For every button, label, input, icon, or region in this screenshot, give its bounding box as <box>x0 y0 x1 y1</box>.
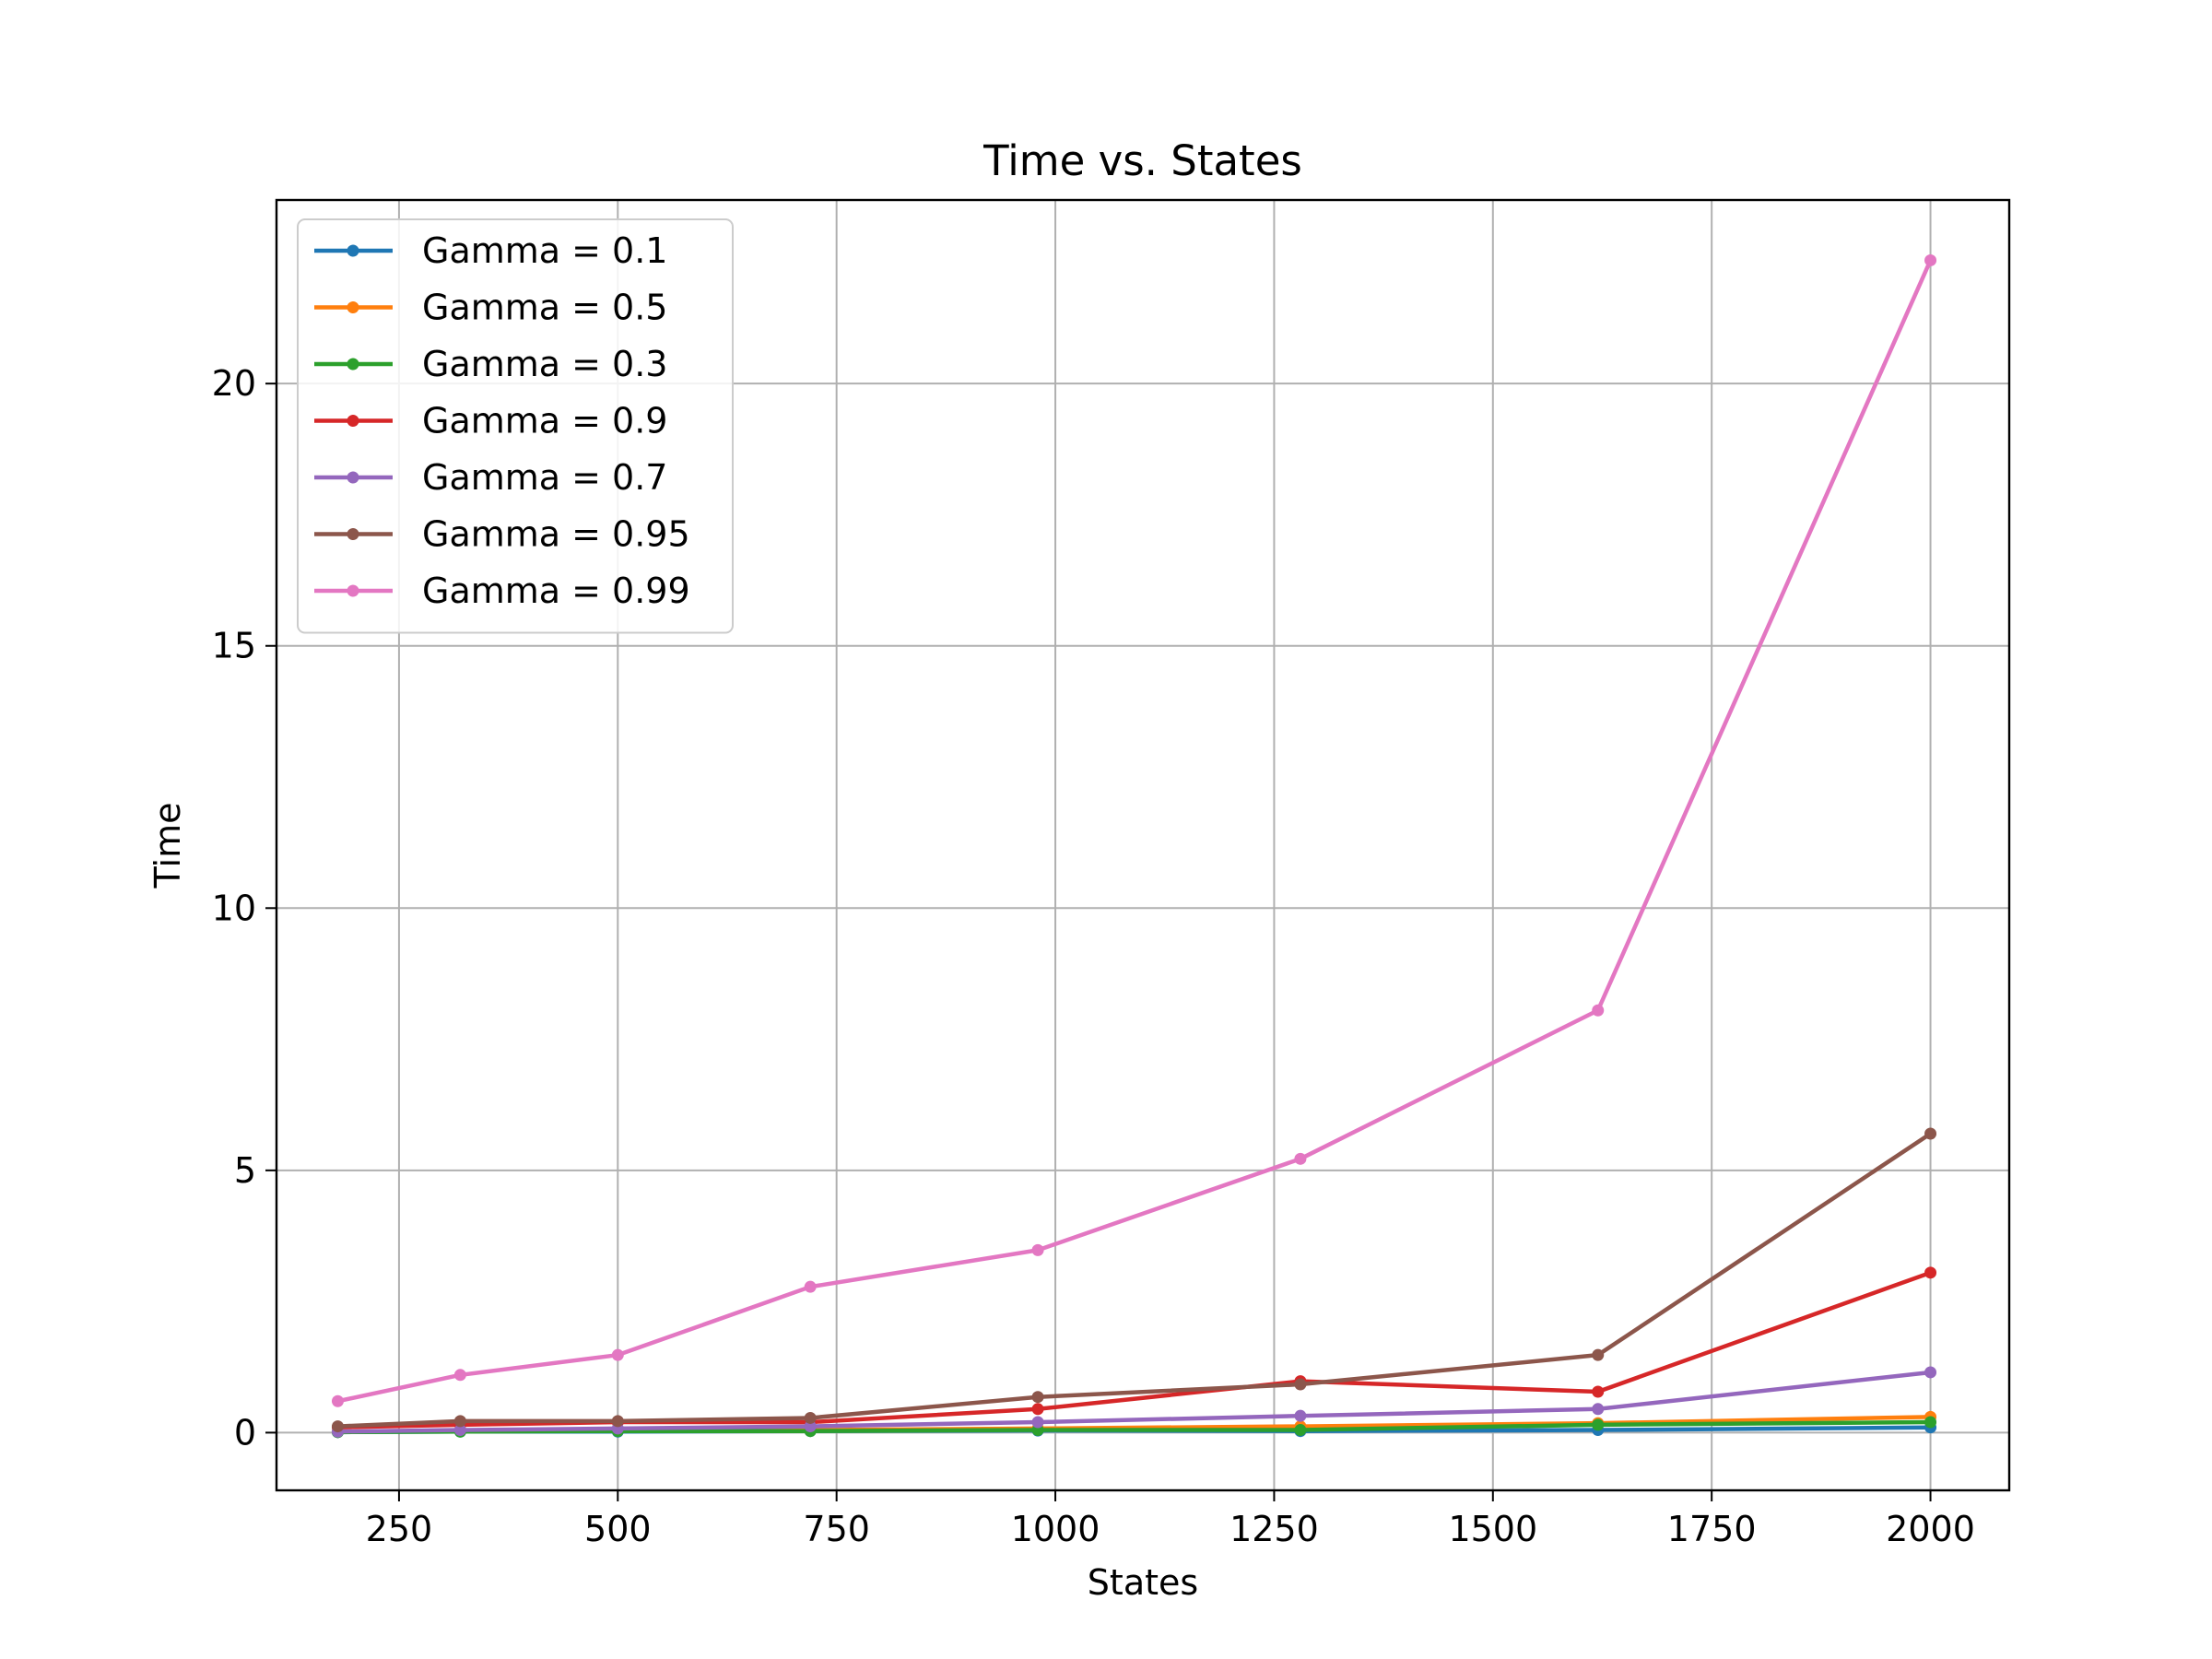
y-tick-label-4: 20 <box>212 363 256 404</box>
data-point-5-2 <box>611 1415 624 1428</box>
x-tick-label-0: 250 <box>366 1509 433 1549</box>
series-line-3 <box>337 1270 1932 1430</box>
data-point-4-4 <box>1031 1416 1044 1429</box>
data-point-2-5 <box>1294 1424 1307 1437</box>
legend-entry-3: Gamma = 0.9 <box>314 401 667 441</box>
legend-entry-1: Gamma = 0.5 <box>314 288 667 328</box>
legend-label-5: Gamma = 0.95 <box>422 514 690 555</box>
data-point-6-1 <box>453 1369 466 1382</box>
series-6 <box>331 253 1937 1407</box>
y-axis-ticks: 0 5 10 15 20 <box>212 363 276 1453</box>
legend: Gamma = 0.1 Gamma = 0.5 Gamma = 0.3 Gamma =… <box>297 218 734 634</box>
data-point-4-7 <box>1924 1366 1937 1379</box>
legend-entry-4: Gamma = 0.7 <box>314 457 667 498</box>
x-tick-label-5: 1500 <box>1448 1509 1537 1549</box>
legend-entry-6: Gamma = 0.99 <box>314 571 690 611</box>
x-axis-label: States <box>1088 1562 1198 1603</box>
data-point-2-7 <box>1924 1416 1937 1429</box>
y-tick-label-1: 5 <box>234 1150 256 1191</box>
series-line-4 <box>337 1370 1931 1434</box>
legend-label-6: Gamma = 0.99 <box>422 571 690 611</box>
legend-marker-5 <box>347 528 359 540</box>
data-point-5-4 <box>1031 1391 1044 1404</box>
legend-label-4: Gamma = 0.7 <box>422 457 667 498</box>
data-point-5-0 <box>331 1420 344 1433</box>
series-line-5 <box>337 1132 1932 1429</box>
series-5 <box>331 1127 1937 1433</box>
data-point-4-5 <box>1294 1409 1307 1422</box>
y-tick-label-0: 0 <box>234 1412 256 1453</box>
x-tick-label-4: 1250 <box>1230 1509 1319 1549</box>
x-tick-label-3: 1000 <box>1011 1509 1100 1549</box>
data-point-6-5 <box>1294 1152 1307 1165</box>
legend-marker-0 <box>347 244 359 257</box>
data-point-2-6 <box>1592 1418 1605 1431</box>
legend-label-2: Gamma = 0.3 <box>422 344 667 384</box>
data-point-3-4 <box>1031 1403 1044 1416</box>
data-point-5-3 <box>804 1411 817 1424</box>
legend-label-3: Gamma = 0.9 <box>422 401 667 441</box>
legend-marker-2 <box>347 358 359 371</box>
plot-frame <box>275 198 2011 1492</box>
chart-title: Time vs. States <box>982 136 1302 185</box>
y-tick-label-3: 15 <box>212 626 256 666</box>
legend-entry-2: Gamma = 0.3 <box>314 344 667 384</box>
data-point-3-6 <box>1592 1385 1605 1398</box>
data-point-4-3 <box>804 1420 817 1433</box>
x-tick-label-2: 750 <box>803 1509 870 1549</box>
legend-label-0: Gamma = 0.1 <box>422 230 667 271</box>
grid <box>276 200 2009 1490</box>
legend-marker-4 <box>347 471 359 484</box>
data-point-3-7 <box>1924 1266 1937 1279</box>
series-line-6 <box>336 259 1933 1404</box>
legend-marker-1 <box>347 301 359 313</box>
data-point-5-1 <box>453 1415 466 1428</box>
y-tick-label-2: 10 <box>212 888 256 928</box>
data-point-6-3 <box>804 1280 817 1293</box>
legend-marker-6 <box>347 584 359 597</box>
data-point-6-2 <box>611 1348 624 1361</box>
data-point-5-5 <box>1294 1378 1307 1391</box>
data-point-5-7 <box>1924 1127 1937 1140</box>
x-tick-label-6: 1750 <box>1667 1509 1757 1549</box>
data-point-6-0 <box>331 1394 344 1407</box>
legend-entry-0: Gamma = 0.1 <box>314 230 667 271</box>
series-group <box>331 253 1937 1439</box>
legend-box <box>297 218 734 634</box>
data-point-6-7 <box>1924 253 1937 266</box>
x-tick-label-1: 500 <box>584 1509 652 1549</box>
data-point-4-1 <box>453 1424 466 1437</box>
legend-label-1: Gamma = 0.5 <box>422 288 667 328</box>
data-point-4-6 <box>1592 1403 1605 1416</box>
x-tick-label-7: 2000 <box>1886 1509 1975 1549</box>
data-point-5-6 <box>1592 1348 1605 1361</box>
legend-entry-5: Gamma = 0.95 <box>314 514 690 555</box>
legend-marker-3 <box>347 415 359 427</box>
x-axis-ticks: 250 500 750 1000 1250 1500 1750 2000 <box>366 1490 1975 1549</box>
series-4 <box>331 1366 1937 1438</box>
y-axis-label: Time <box>147 803 188 889</box>
data-point-6-6 <box>1592 1004 1605 1017</box>
data-point-6-4 <box>1031 1243 1044 1256</box>
